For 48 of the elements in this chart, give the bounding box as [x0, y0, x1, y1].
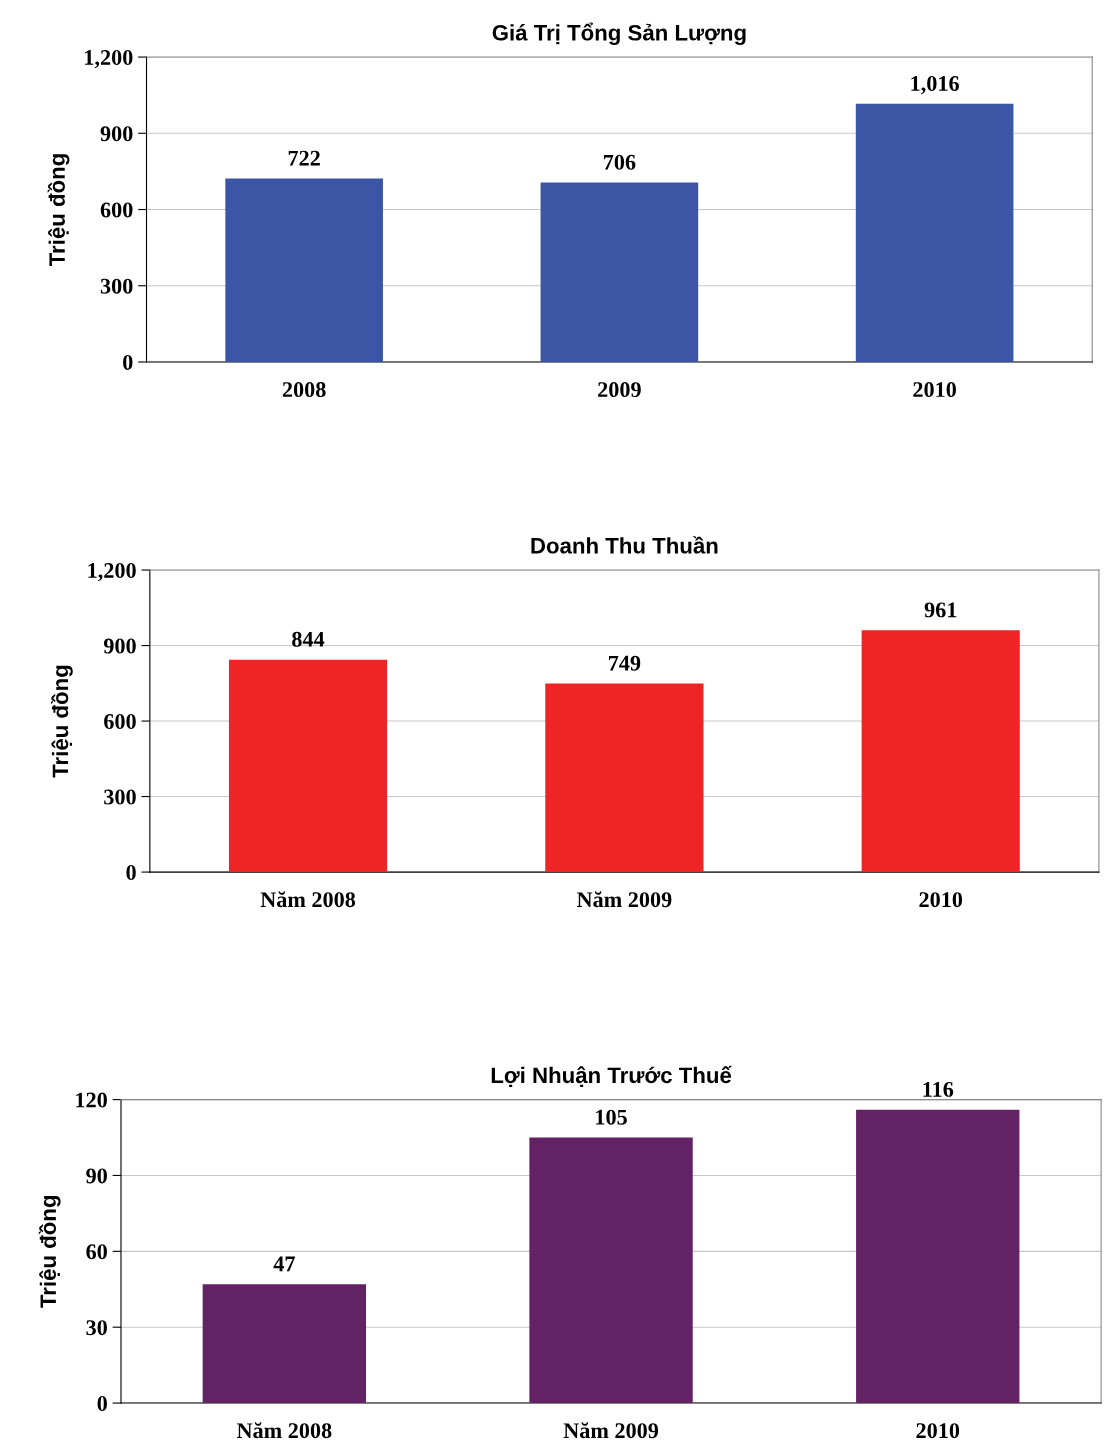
- x-tick-label: Năm 2008: [236, 1422, 332, 1439]
- bar: [855, 103, 1014, 362]
- bar: [545, 683, 704, 873]
- y-tick-label: 900: [103, 638, 136, 654]
- y-tick-label: 60: [86, 1244, 107, 1260]
- data-label: 844: [292, 631, 325, 647]
- y-tick-label: 30: [86, 1320, 107, 1336]
- y-tick-label: 300: [104, 789, 136, 805]
- y-tick-label: 1,200: [85, 50, 133, 69]
- chart-title: Giá Trị Tổng Sản Lượng: [492, 22, 746, 46]
- bar: [202, 1284, 367, 1404]
- data-label: 706: [603, 154, 636, 170]
- chart-title: Doanh Thu Thuần: [531, 536, 718, 554]
- bar: [225, 178, 383, 362]
- data-label: 1,016: [911, 75, 959, 95]
- data-label: 47: [273, 1256, 295, 1272]
- y-tick-label: 90: [86, 1168, 107, 1184]
- y-tick-label: 300: [100, 278, 133, 294]
- data-label: 116: [923, 1081, 954, 1097]
- x-tick-label: Năm 2008: [260, 891, 356, 908]
- y-axis-title: Triệu đồng: [38, 1196, 61, 1308]
- x-tick-label: 2009: [598, 382, 641, 398]
- y-tick-label: 600: [100, 202, 133, 218]
- x-tick-label: 2010: [913, 382, 956, 398]
- data-label: 749: [608, 655, 641, 671]
- data-label: 105: [596, 1109, 627, 1125]
- chart-title: Lợi Nhuận Trước Thuế: [491, 1065, 732, 1087]
- x-tick-label: 2010: [919, 892, 963, 908]
- y-tick-label: 900: [100, 126, 133, 142]
- bar: [228, 659, 388, 873]
- data-label: 961: [924, 602, 957, 618]
- y-axis-title: Triệu đồng: [47, 154, 70, 267]
- bar: [856, 1109, 1020, 1404]
- y-tick-label: 0: [126, 865, 136, 880]
- y-tick-label: 0: [97, 1396, 107, 1411]
- x-tick-label: 2008: [282, 382, 326, 398]
- data-label: 722: [288, 150, 320, 166]
- x-tick-label: 2010: [916, 1423, 960, 1439]
- bar: [540, 182, 699, 362]
- bar: [529, 1137, 693, 1404]
- y-tick-label: 120: [76, 1092, 107, 1108]
- x-tick-label: Năm 2009: [563, 1422, 659, 1439]
- bar: [861, 630, 1020, 873]
- y-tick-label: 600: [104, 714, 136, 729]
- y-tick-label: 1,200: [88, 562, 136, 582]
- y-axis-title: Triệu đồng: [50, 665, 73, 778]
- y-tick-label: 0: [123, 354, 133, 370]
- x-tick-label: Năm 2009: [576, 891, 672, 908]
